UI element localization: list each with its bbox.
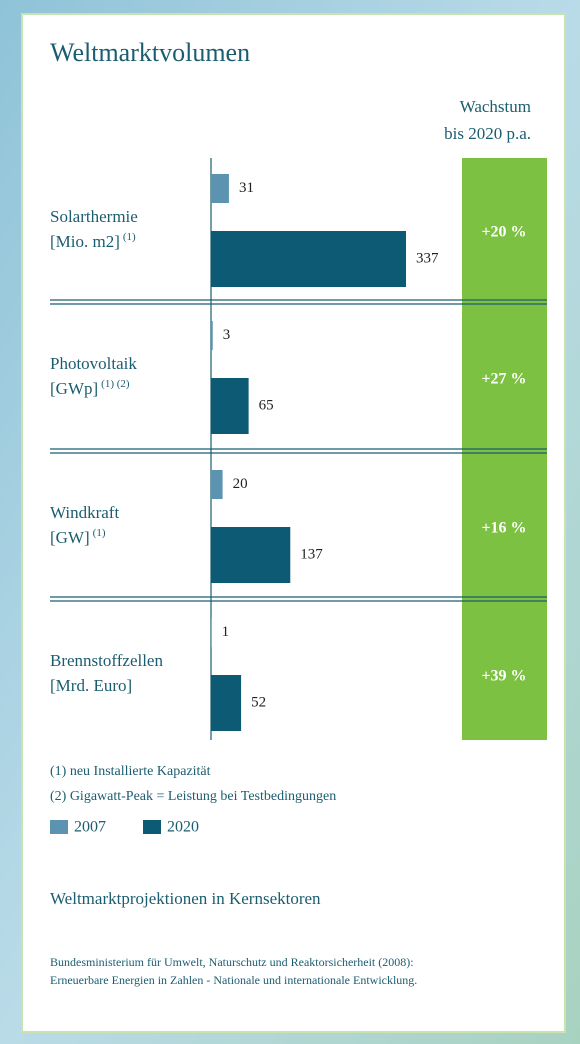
value-label: 31 — [239, 180, 254, 196]
growth-label: +39 % — [481, 668, 526, 685]
bar — [211, 174, 229, 203]
bar — [211, 378, 249, 434]
chart: Weltmarktvolumen Wachstum bis 2020 p.a. … — [0, 0, 580, 1044]
growth-title: bis 2020 p.a. — [444, 124, 531, 143]
value-label: 52 — [251, 694, 266, 710]
legend-label: 2020 — [167, 819, 199, 836]
bar — [211, 231, 406, 287]
category-label: Brennstoffzellen — [50, 651, 163, 670]
legend-label: 2007 — [74, 819, 106, 836]
value-label: 137 — [300, 546, 323, 562]
value-label: 3 — [223, 327, 231, 343]
title: Weltmarktvolumen — [50, 38, 250, 67]
bar — [211, 527, 290, 583]
category-label: Solarthermie — [50, 207, 138, 226]
category-unit-text: [GWp] — [50, 379, 98, 398]
caption: Weltmarktprojektionen in Kernsektoren — [50, 889, 321, 908]
category-label: Windkraft — [50, 503, 119, 522]
value-label: 65 — [259, 397, 274, 413]
bar — [211, 321, 213, 350]
value-label: 337 — [416, 250, 439, 266]
legend-swatch — [50, 820, 68, 834]
source: Bundesministerium für Umwelt, Naturschut… — [50, 955, 414, 969]
growth-title: Wachstum — [460, 97, 531, 116]
growth-label: +16 % — [481, 520, 526, 537]
category-note: (1) — [123, 231, 136, 243]
growth-label: +27 % — [481, 371, 526, 388]
category-note: (1) — [93, 527, 106, 539]
category-unit-text: [Mrd. Euro] — [50, 676, 132, 695]
page: {"header": {"title": "Weltmarktvolumen"}… — [0, 0, 580, 1044]
category-unit-text: [Mio. m2] — [50, 232, 120, 251]
growth-label: +20 % — [481, 224, 526, 241]
value-label: 20 — [233, 476, 248, 492]
bar — [211, 470, 223, 499]
footnote: (1) neu Installierte Kapazität — [50, 764, 211, 779]
source: Erneuerbare Energien in Zahlen - Nationa… — [50, 973, 417, 987]
footnote: (2) Gigawatt-Peak = Leistung bei Testbed… — [50, 789, 336, 804]
bar — [211, 618, 212, 647]
category-note: (1) (2) — [101, 378, 130, 390]
category-unit: [Mrd. Euro] — [50, 676, 132, 695]
value-label: 1 — [222, 624, 230, 640]
legend-swatch — [143, 820, 161, 834]
category-label: Photovoltaik — [50, 354, 137, 373]
bar — [211, 675, 241, 731]
category-unit-text: [GW] — [50, 528, 90, 547]
